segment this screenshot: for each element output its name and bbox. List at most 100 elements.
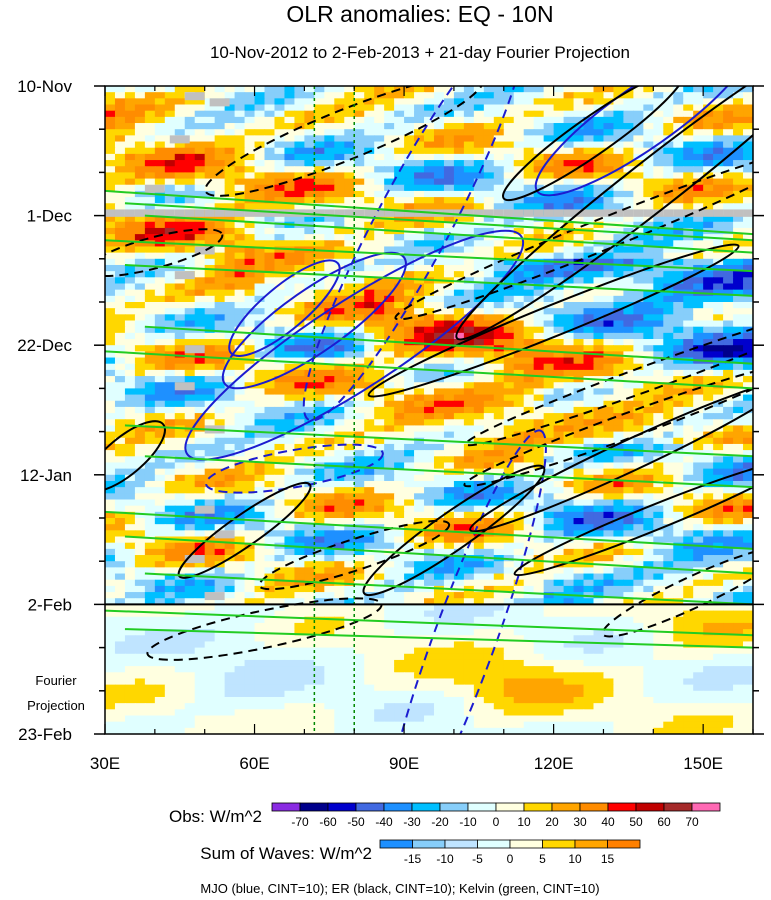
field-cell [374,246,385,254]
field-cell [354,413,365,420]
field-cell [164,437,176,445]
field-cell [723,197,734,204]
field-cell [593,147,605,155]
field-cell [164,493,176,501]
field-cell [174,394,186,402]
field-cell [364,283,375,291]
field-cell [304,104,315,112]
field-cell [124,524,136,531]
field-cell [663,277,674,285]
field-cell [693,431,704,439]
field-cell [643,332,654,340]
field-cell [414,153,425,161]
field-cell [513,493,525,501]
field-cell [553,302,565,309]
field-cell [105,308,116,315]
field-cell [114,548,126,556]
field-cell [703,178,714,186]
field-cell [543,357,555,365]
field-cell [683,351,694,359]
field-cell [443,289,455,297]
field-cell [713,104,724,112]
field-cell [404,153,415,161]
field-cell [304,153,315,161]
field-cell [224,264,236,272]
field-cell [154,406,166,414]
field-cell [523,240,535,248]
field-cell [105,437,116,445]
field-cell [503,443,515,451]
field-cell [144,518,156,525]
field-cell [334,110,345,118]
field-cell [453,542,465,550]
field-cell [653,308,664,315]
field-cell [274,382,286,389]
field-cell [274,178,286,186]
field-cell [184,351,196,359]
field-cell [663,406,674,414]
field-cell [473,92,485,99]
field-cell [374,437,385,445]
field-cell [334,320,345,328]
field-cell [174,153,186,161]
field-cell [164,505,176,513]
field-cell [324,326,335,334]
field-cell [394,153,405,161]
field-cell [563,289,575,297]
field-cell [453,197,465,204]
field-cell [633,443,644,451]
field-cell [623,388,634,396]
field-cell [473,518,485,525]
field-cell [743,443,753,451]
field-cell [533,394,545,402]
field-cell [443,357,455,365]
field-cell [334,555,345,562]
field-cell [503,123,515,130]
field-cell [124,221,136,229]
field-cell [144,487,156,494]
field-cell [134,505,146,513]
field-cell [503,450,515,457]
field-cell [463,104,475,112]
field-cell [503,295,515,303]
field-cell [463,227,475,235]
field-cell [473,456,485,464]
field-cell [384,178,395,186]
field-cell [673,104,684,112]
field-cell [164,314,176,322]
field-cell [443,178,455,186]
field-cell [384,184,395,192]
field-cell [384,505,395,513]
field-cell [244,110,256,118]
field-cell [693,302,704,309]
field-cell [224,376,236,383]
field-cell [493,456,505,464]
field-cell [174,406,186,414]
field-cell [563,487,575,494]
field-cell [473,524,485,531]
field-cell [324,530,335,538]
field-cell [723,480,734,488]
field-cell [593,431,605,439]
field-cell [483,277,495,285]
field-cell [354,431,365,439]
field-cell [424,153,435,161]
field-cell [224,548,236,556]
field-cell [523,116,535,124]
field-cell [194,116,206,124]
field-cell [523,555,535,562]
field-cell [344,480,355,488]
field-cell [334,295,345,303]
field-cell [713,264,724,272]
field-cell [643,308,654,315]
field-cell [683,135,694,143]
field-cell [513,339,525,346]
field-cell [304,524,315,531]
field-cell [543,215,555,223]
field-cell [134,499,146,507]
field-cell [433,160,445,167]
field-cell [613,326,624,334]
field-cell [503,468,515,476]
field-cell [274,135,286,143]
field-cell [503,524,515,531]
